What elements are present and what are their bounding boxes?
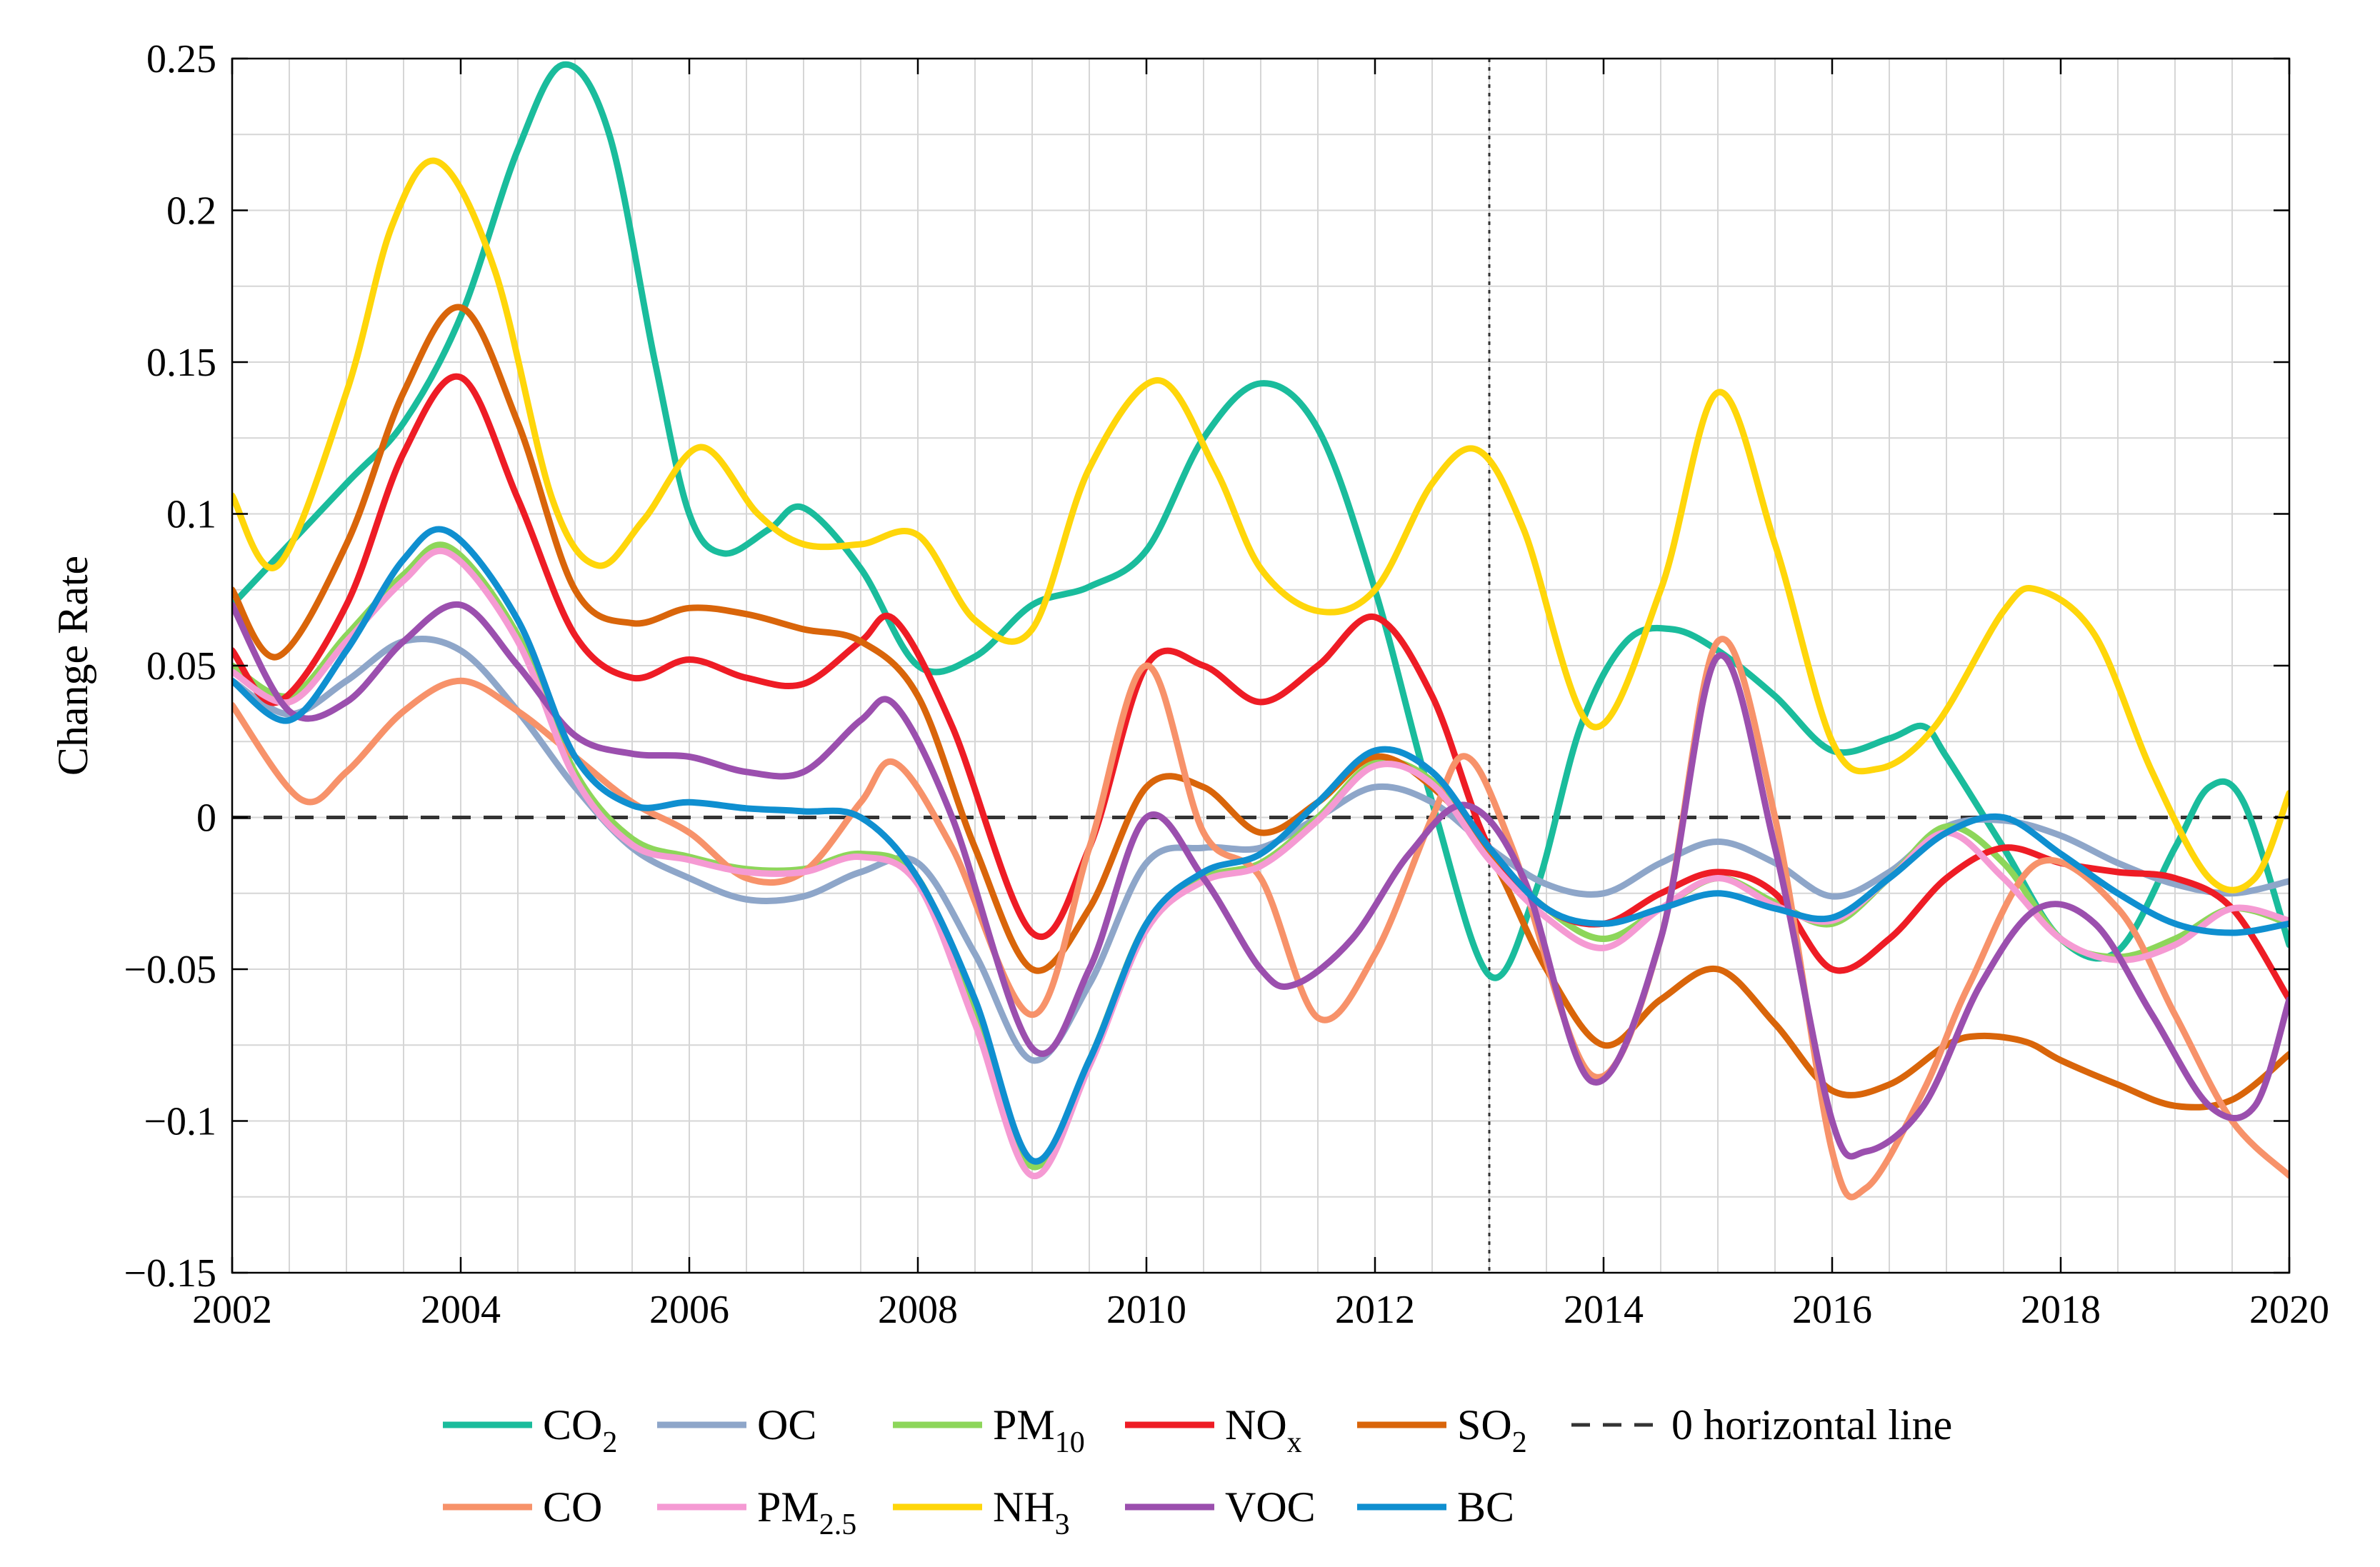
y-tick-label: 0 xyxy=(196,796,216,841)
legend-item-pm10: PM10 xyxy=(893,1401,1085,1459)
legend-label: PM10 xyxy=(993,1401,1085,1459)
y-axis-label: Change Rate xyxy=(49,556,96,776)
legend-label: PM2.5 xyxy=(757,1483,856,1541)
legend-item-co2: CO2 xyxy=(443,1401,617,1459)
y-tick-label: −0.15 xyxy=(124,1251,216,1296)
y-tick-label: 0.25 xyxy=(146,37,216,81)
legend-label: NOx xyxy=(1225,1401,1302,1459)
x-tick-label: 2014 xyxy=(1564,1288,1644,1332)
legend-label: OC xyxy=(757,1401,816,1448)
series-line-so2-4 xyxy=(232,304,2289,1111)
x-tick-label: 2004 xyxy=(421,1288,501,1332)
legend-item-nh3: NH3 xyxy=(893,1483,1070,1541)
y-tick-label: 0.1 xyxy=(166,493,216,537)
legend-item-nox: NOx xyxy=(1125,1401,1302,1459)
y-tick-label: 0.05 xyxy=(146,644,216,689)
x-tick-label: 2008 xyxy=(878,1288,958,1332)
legend-item-pm25: PM2.5 xyxy=(657,1483,856,1541)
legend: CO2 OC PM10 NOx SO2 0 horizontal line CO PM2.5 N… xyxy=(443,1401,1952,1541)
series-line-bc-9 xyxy=(232,526,2289,1165)
x-tick-label: 2018 xyxy=(2021,1288,2101,1332)
x-tick-label: 2020 xyxy=(2249,1288,2329,1332)
y-tick-label: 0.15 xyxy=(146,341,216,385)
x-tick-label: 2006 xyxy=(649,1288,729,1332)
legend-label: CO2 xyxy=(543,1401,617,1459)
legend-label: CO xyxy=(543,1483,602,1531)
y-tick-label: −0.1 xyxy=(144,1100,216,1144)
legend-label: 0 horizontal line xyxy=(1671,1401,1952,1448)
legend-item-0horizontalline: 0 horizontal line xyxy=(1571,1401,1952,1448)
series-line-voc-8 xyxy=(232,601,2289,1160)
y-tick-label: −0.05 xyxy=(124,948,216,992)
legend-item-oc: OC xyxy=(657,1401,816,1448)
legend-label: SO2 xyxy=(1457,1401,1527,1459)
y-tick-label: 0.2 xyxy=(166,189,216,234)
series-lines xyxy=(232,61,2289,1201)
series-line-nox-3 xyxy=(232,373,2289,1003)
axis-ticks: 2002 2004 2006 2008 2010 2012 2014 2016 2018 2020… xyxy=(124,37,2329,1332)
x-tick-label: 2010 xyxy=(1106,1288,1186,1332)
x-tick-label: 2016 xyxy=(1792,1288,1872,1332)
legend-item-bc: BC xyxy=(1357,1483,1514,1531)
legend-item-so2: SO2 xyxy=(1357,1401,1527,1459)
legend-item-co: CO xyxy=(443,1483,602,1531)
legend-label: VOC xyxy=(1225,1483,1316,1531)
series-line-nh3-7 xyxy=(232,157,2289,893)
series-line-co-5 xyxy=(232,636,2289,1201)
reference-lines xyxy=(232,59,2289,1273)
x-tick-label: 2012 xyxy=(1335,1288,1415,1332)
legend-label: BC xyxy=(1457,1483,1514,1531)
x-tick-label: 2002 xyxy=(192,1288,272,1332)
legend-item-voc: VOC xyxy=(1125,1483,1316,1531)
series-line-co2-0 xyxy=(232,61,2289,981)
legend-label: NH3 xyxy=(993,1483,1070,1541)
